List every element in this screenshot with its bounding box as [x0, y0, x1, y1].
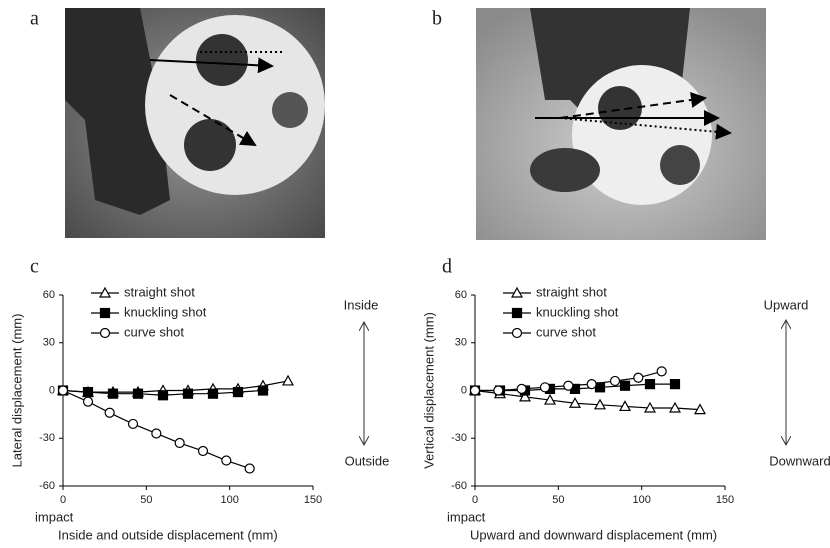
marker — [611, 376, 620, 385]
marker — [222, 456, 231, 465]
series-line — [475, 391, 700, 410]
annotation: Inside — [344, 297, 379, 312]
legend-label: knuckling shot — [124, 304, 207, 319]
legend-label: curve shot — [536, 324, 596, 339]
y-tick-label: 60 — [43, 289, 55, 301]
panel-label: b — [432, 8, 442, 30]
y-tick-label: -60 — [451, 480, 467, 492]
marker — [84, 397, 93, 406]
marker — [152, 429, 161, 438]
photo-b — [476, 8, 766, 240]
marker — [494, 386, 503, 395]
marker — [209, 389, 218, 398]
y-tick-label: 0 — [461, 384, 467, 396]
marker — [564, 381, 573, 390]
annotation: impact — [35, 509, 74, 524]
marker — [105, 408, 114, 417]
annotation: Downward — [769, 453, 830, 468]
x-tick-label: 100 — [220, 494, 238, 506]
x-axis-label: Inside and outside displacement (mm) — [58, 527, 278, 542]
figure: a b c -60 -30 0 30 60 0 50 100 150 Lateral displac… — [0, 0, 830, 548]
y-tick-label: -30 — [39, 432, 55, 444]
x-tick-label: 100 — [632, 494, 650, 506]
y-tick-label: 30 — [43, 337, 55, 349]
x-axis-label: Upward and downward displacement (mm) — [470, 527, 717, 542]
legend-label: straight shot — [536, 284, 607, 299]
marker — [199, 446, 208, 455]
y-tick-label: -30 — [451, 432, 467, 444]
y-tick-label: 30 — [455, 337, 467, 349]
marker — [541, 383, 550, 392]
annotation: Outside — [345, 453, 390, 468]
marker — [259, 386, 268, 395]
marker — [159, 391, 168, 400]
legend-marker — [101, 329, 110, 338]
panel-label: a — [30, 8, 39, 30]
legend-marker — [513, 309, 522, 318]
marker — [129, 419, 138, 428]
marker — [175, 439, 184, 448]
marker — [245, 464, 254, 473]
y-tick-label: 0 — [49, 384, 55, 396]
annotation: Upward — [764, 297, 809, 312]
y-axis-label: Vertical displacement (mm) — [421, 312, 436, 469]
marker — [596, 383, 605, 392]
marker — [471, 386, 480, 395]
y-tick-label: -60 — [39, 480, 55, 492]
legend-label: curve shot — [124, 324, 184, 339]
marker — [671, 380, 680, 389]
x-tick-label: 50 — [552, 494, 564, 506]
photo-a — [65, 8, 325, 238]
legend-label: knuckling shot — [536, 304, 619, 319]
legend-marker — [513, 329, 522, 338]
marker — [646, 380, 655, 389]
x-tick-label: 0 — [60, 494, 66, 506]
x-tick-label: 50 — [140, 494, 152, 506]
x-tick-label: 0 — [472, 494, 478, 506]
marker — [657, 367, 666, 376]
legend-label: straight shot — [124, 284, 195, 299]
marker — [283, 376, 293, 385]
x-tick-label: 150 — [304, 494, 322, 506]
marker — [517, 384, 526, 393]
marker — [109, 389, 118, 398]
marker — [234, 388, 243, 397]
marker — [184, 389, 193, 398]
y-axis-label: Lateral displacement (mm) — [9, 314, 24, 468]
marker — [134, 389, 143, 398]
marker — [59, 386, 68, 395]
series-line — [63, 381, 288, 392]
y-tick-label: 60 — [455, 289, 467, 301]
annotation: impact — [447, 509, 486, 524]
marker — [587, 380, 596, 389]
panel-label: d — [442, 256, 452, 278]
x-tick-label: 150 — [716, 494, 734, 506]
marker — [84, 388, 93, 397]
marker — [621, 381, 630, 390]
panel-label: c — [30, 256, 39, 278]
marker — [634, 373, 643, 382]
legend-marker — [101, 309, 110, 318]
